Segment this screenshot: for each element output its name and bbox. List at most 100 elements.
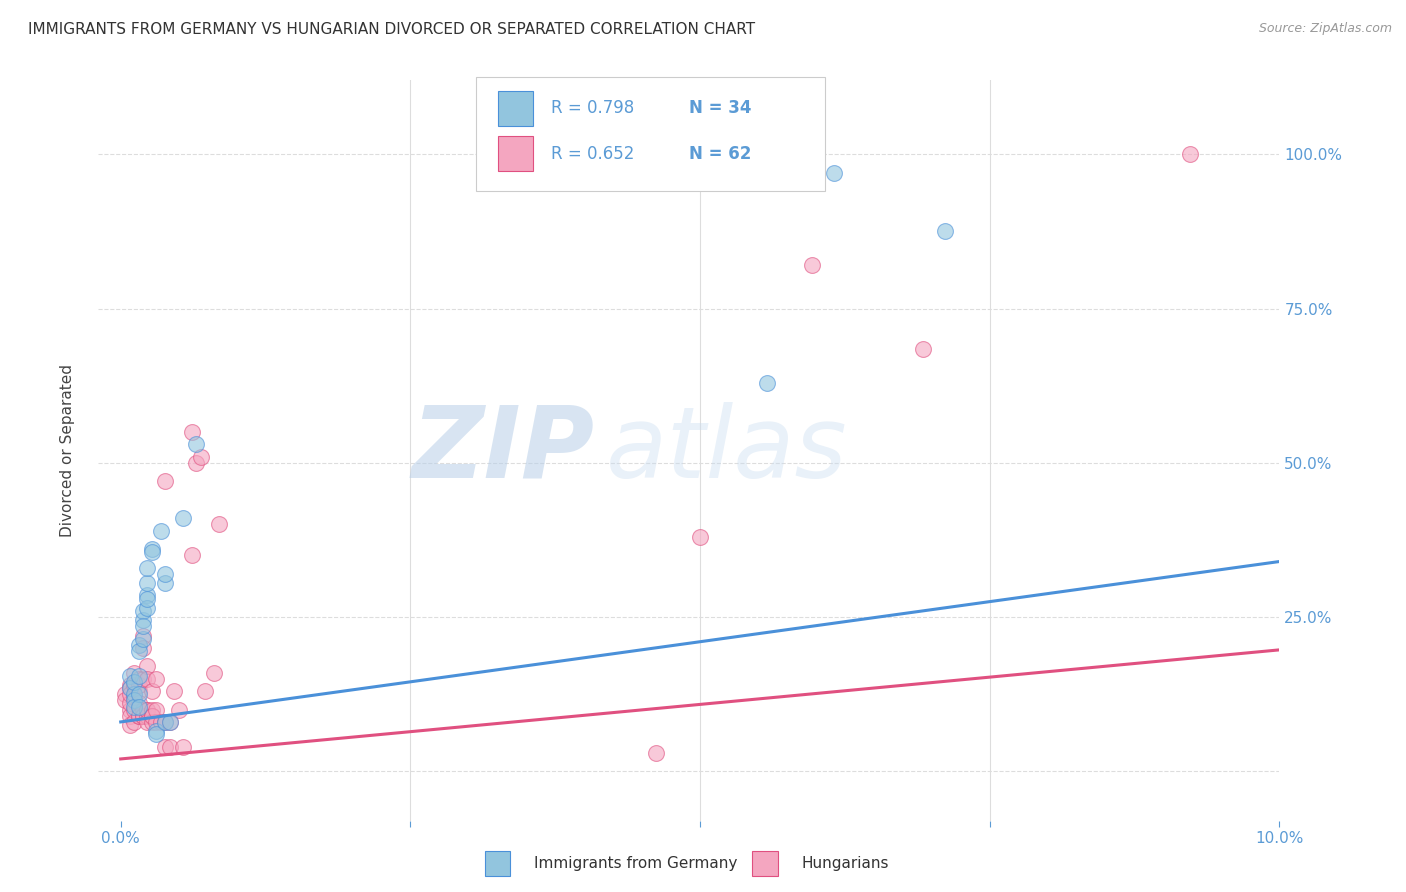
- Point: [181, 549, 204, 563]
- Text: IMMIGRANTS FROM GERMANY VS HUNGARIAN DIVORCED OR SEPARATED CORRELATION CHART: IMMIGRANTS FROM GERMANY VS HUNGARIAN DIV…: [28, 22, 755, 37]
- Point: [122, 690, 145, 705]
- Point: [114, 687, 136, 701]
- Point: [167, 703, 190, 717]
- Point: [118, 681, 141, 695]
- Point: [159, 714, 181, 729]
- Point: [145, 672, 167, 686]
- Point: [190, 450, 212, 464]
- Point: [145, 727, 167, 741]
- Point: [141, 703, 163, 717]
- Point: [823, 166, 845, 180]
- Point: [122, 703, 145, 717]
- Point: [689, 530, 711, 544]
- Point: [172, 739, 194, 754]
- Point: [136, 589, 159, 603]
- Point: [128, 678, 150, 692]
- Point: [186, 456, 208, 470]
- Point: [202, 665, 225, 680]
- Point: [128, 687, 150, 701]
- Point: [159, 739, 181, 754]
- Point: [132, 640, 155, 655]
- Point: [155, 576, 177, 591]
- Point: [118, 687, 141, 701]
- Point: [911, 342, 934, 356]
- Point: [122, 687, 145, 701]
- Point: [136, 591, 159, 606]
- Point: [755, 376, 778, 390]
- Point: [122, 678, 145, 692]
- Point: [122, 674, 145, 689]
- Point: [149, 524, 172, 538]
- Point: [136, 714, 159, 729]
- Text: R = 0.652: R = 0.652: [551, 145, 634, 162]
- Point: [800, 259, 823, 273]
- Point: [132, 613, 155, 627]
- Point: [118, 708, 141, 723]
- Point: [136, 708, 159, 723]
- Point: [141, 708, 163, 723]
- Point: [141, 545, 163, 559]
- Point: [118, 718, 141, 732]
- Point: [128, 668, 150, 682]
- FancyBboxPatch shape: [477, 77, 825, 191]
- Point: [122, 693, 145, 707]
- Point: [132, 619, 155, 633]
- Point: [155, 714, 177, 729]
- Point: [128, 644, 150, 658]
- Point: [132, 703, 155, 717]
- Point: [159, 714, 181, 729]
- Text: ZIP: ZIP: [412, 402, 595, 499]
- Point: [172, 511, 194, 525]
- Text: Source: ZipAtlas.com: Source: ZipAtlas.com: [1258, 22, 1392, 36]
- Point: [128, 672, 150, 686]
- Point: [136, 672, 159, 686]
- Point: [136, 576, 159, 591]
- Point: [136, 703, 159, 717]
- Point: [194, 684, 217, 698]
- Point: [155, 714, 177, 729]
- Point: [136, 600, 159, 615]
- Text: R = 0.798: R = 0.798: [551, 99, 634, 118]
- Point: [122, 714, 145, 729]
- Point: [128, 638, 150, 652]
- Point: [128, 708, 150, 723]
- Point: [122, 665, 145, 680]
- Point: [141, 542, 163, 557]
- Point: [128, 684, 150, 698]
- Y-axis label: Divorced or Separated: Divorced or Separated: [60, 364, 75, 537]
- Point: [141, 708, 163, 723]
- Point: [934, 224, 956, 238]
- Point: [149, 714, 172, 729]
- Point: [118, 703, 141, 717]
- FancyBboxPatch shape: [498, 136, 533, 171]
- Point: [128, 699, 150, 714]
- Point: [118, 668, 141, 682]
- Text: N = 34: N = 34: [689, 99, 751, 118]
- Point: [132, 672, 155, 686]
- Point: [644, 746, 666, 760]
- Point: [145, 724, 167, 739]
- Text: Hungarians: Hungarians: [801, 856, 889, 871]
- Point: [118, 678, 141, 692]
- Point: [122, 678, 145, 692]
- Point: [132, 629, 155, 643]
- Point: [136, 560, 159, 574]
- Point: [155, 475, 177, 489]
- Point: [163, 684, 186, 698]
- Point: [132, 708, 155, 723]
- Point: [132, 604, 155, 618]
- Point: [132, 632, 155, 646]
- Point: [136, 703, 159, 717]
- Text: atlas: atlas: [606, 402, 848, 499]
- Point: [136, 659, 159, 673]
- Point: [141, 684, 163, 698]
- Point: [155, 739, 177, 754]
- Point: [1180, 147, 1202, 161]
- Point: [208, 517, 231, 532]
- Point: [128, 708, 150, 723]
- Point: [132, 708, 155, 723]
- Point: [141, 714, 163, 729]
- Text: Immigrants from Germany: Immigrants from Germany: [534, 856, 738, 871]
- Point: [118, 681, 141, 695]
- Point: [181, 425, 204, 439]
